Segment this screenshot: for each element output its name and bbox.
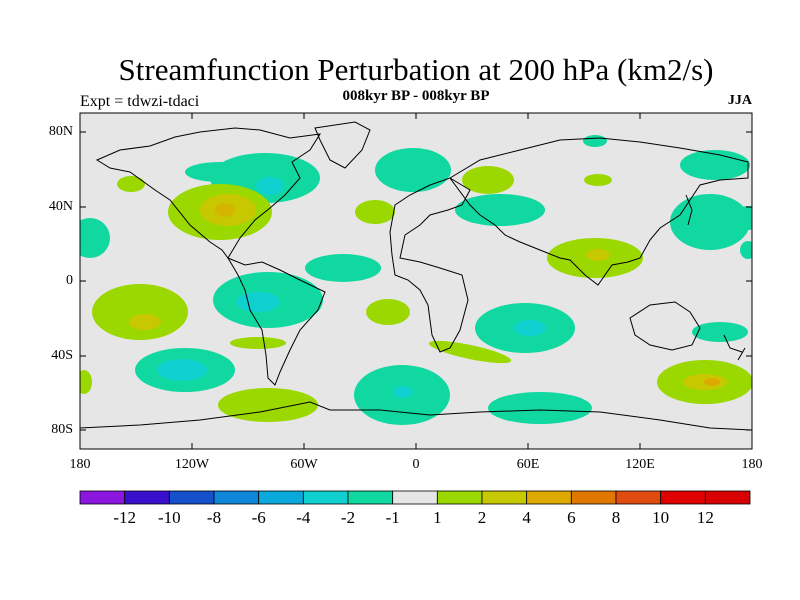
colorbar-label: -4 xyxy=(296,508,311,527)
season-label: JJA xyxy=(727,93,752,108)
chart-title: Streamfunction Perturbation at 200 hPa (… xyxy=(118,52,714,87)
colorbar-swatch xyxy=(168,490,215,505)
lon-tick-0: 0 xyxy=(412,457,420,472)
anomaly-core xyxy=(157,359,207,381)
anomaly-region xyxy=(230,337,286,349)
anomaly-region xyxy=(583,135,607,147)
lon-tick-60e: 60E xyxy=(516,457,540,472)
axis-ticks xyxy=(80,113,752,449)
colorbar-swatch xyxy=(526,490,572,505)
anomaly-region xyxy=(92,284,188,340)
lon-tick-120e: 120E xyxy=(625,457,655,472)
lon-tick-180w: 180 xyxy=(69,457,91,472)
anomaly-region xyxy=(355,200,395,224)
anomaly-region xyxy=(80,370,92,394)
colorbar-swatch xyxy=(124,490,170,505)
colorbar-label: -1 xyxy=(385,508,400,527)
contour-fields xyxy=(80,121,752,431)
lat-tick-0: 0 xyxy=(66,273,73,288)
colorbar-label: 6 xyxy=(567,508,576,527)
anomaly-region xyxy=(375,148,451,192)
colorbar-label: 12 xyxy=(696,508,714,527)
anomaly-region xyxy=(680,150,750,180)
colorbar-swatch xyxy=(347,490,394,505)
colorbar-label: -8 xyxy=(206,508,222,527)
anomaly-region xyxy=(670,194,750,250)
colorbar-swatch xyxy=(79,490,126,505)
anomaly-region xyxy=(734,206,752,230)
anomaly-region xyxy=(185,162,255,182)
colorbar-label: -10 xyxy=(157,508,181,527)
colorbar-swatch xyxy=(660,490,706,505)
anomaly-region xyxy=(462,166,514,194)
colorbar-swatch xyxy=(213,490,260,505)
colorbar-label: 10 xyxy=(652,508,670,527)
chart-subtitle: 008kyr BP - 008kyr BP xyxy=(342,88,490,104)
anomaly-peak xyxy=(215,203,235,217)
lon-tick-120w: 120W xyxy=(174,457,210,472)
colorbar-swatch xyxy=(302,490,349,505)
colorbar-swatch xyxy=(481,490,528,505)
colorbar-label: 1 xyxy=(433,508,442,527)
colorbar-label: -6 xyxy=(251,508,266,527)
anomaly-core xyxy=(393,386,413,398)
lon-tick-60w: 60W xyxy=(290,457,318,472)
anomaly-region xyxy=(455,194,545,226)
anomaly-region xyxy=(428,340,512,364)
colorbar-label: -2 xyxy=(340,508,356,527)
colorbar-label: -12 xyxy=(113,508,136,527)
anomaly-peak xyxy=(704,378,720,386)
lat-tick-80n: 80N xyxy=(48,124,73,139)
experiment-label: Expt = tdwzi-tdaci xyxy=(80,93,200,110)
anomaly-region xyxy=(692,322,748,342)
anomaly-region xyxy=(366,299,410,325)
anomaly-region xyxy=(117,176,145,192)
colorbar-swatch xyxy=(704,490,751,505)
lat-tick-40n: 40N xyxy=(48,199,73,214)
anomaly-region xyxy=(740,241,752,259)
lat-tick-80s: 80S xyxy=(51,422,73,437)
colorbar-swatch xyxy=(615,490,662,505)
anomaly-region xyxy=(80,218,110,258)
colorbar-label: 4 xyxy=(522,508,531,527)
anomaly-region xyxy=(488,392,592,424)
anomaly-region xyxy=(218,388,318,422)
colorbar-swatch xyxy=(258,490,304,505)
anomaly-core xyxy=(236,292,280,312)
anomaly-core xyxy=(129,314,161,330)
colorbar-swatch xyxy=(392,490,438,505)
anomaly-region xyxy=(305,254,381,282)
lat-tick-40s: 40S xyxy=(51,348,73,363)
colorbar-swatch xyxy=(436,490,483,505)
anomaly-core xyxy=(586,249,610,261)
lon-tick-180e: 180 xyxy=(741,457,763,472)
colorbar-label: 8 xyxy=(611,508,621,527)
coastlines xyxy=(80,121,752,431)
anomaly-region xyxy=(584,174,612,186)
colorbar-swatch xyxy=(570,490,617,505)
colorbar-label: 2 xyxy=(477,508,487,527)
anomaly-core xyxy=(256,177,284,195)
colorbar xyxy=(79,490,751,505)
anomaly-core xyxy=(514,320,546,336)
